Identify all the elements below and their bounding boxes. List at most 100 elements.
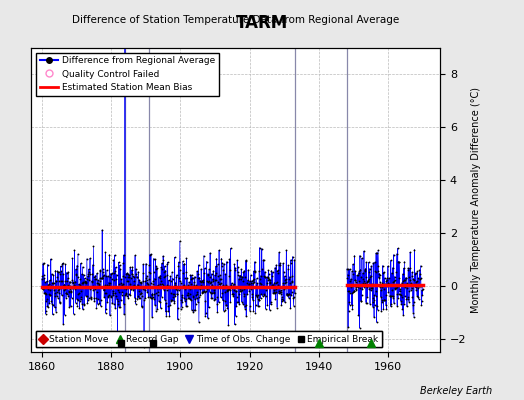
Point	[362, 274, 370, 280]
Point	[185, 286, 194, 292]
Point	[356, 285, 364, 291]
Point	[105, 274, 114, 280]
Point	[217, 255, 225, 262]
Point	[168, 297, 177, 304]
Point	[156, 272, 165, 279]
Point	[86, 255, 94, 262]
Point	[373, 307, 381, 313]
Point	[222, 282, 230, 288]
Point	[387, 257, 395, 264]
Point	[363, 294, 372, 300]
Point	[380, 275, 389, 281]
Point	[109, 257, 117, 264]
Point	[67, 303, 75, 310]
Point	[234, 264, 242, 271]
Point	[238, 287, 247, 294]
Point	[232, 303, 241, 310]
Point	[159, 282, 167, 288]
Point	[412, 269, 420, 276]
Point	[181, 286, 190, 292]
Point	[384, 289, 392, 295]
Point	[239, 301, 247, 307]
Point	[383, 306, 391, 312]
Point	[244, 267, 253, 273]
Point	[222, 302, 230, 308]
Point	[52, 292, 61, 299]
Point	[46, 292, 54, 298]
Point	[97, 275, 105, 282]
Point	[58, 292, 66, 298]
Point	[85, 277, 94, 283]
Point	[99, 273, 107, 280]
Point	[384, 263, 392, 269]
Point	[397, 282, 406, 289]
Point	[78, 271, 86, 277]
Point	[168, 284, 176, 290]
Point	[143, 288, 151, 295]
Point	[272, 289, 280, 296]
Point	[283, 292, 292, 298]
Point	[121, 32, 129, 38]
Point	[205, 289, 214, 295]
Point	[234, 299, 243, 306]
Point	[157, 264, 165, 270]
Point	[353, 282, 362, 288]
Point	[110, 277, 118, 283]
Point	[219, 282, 227, 288]
Point	[204, 304, 213, 311]
Point	[277, 287, 285, 293]
Point	[237, 288, 245, 294]
Point	[401, 274, 410, 281]
Point	[241, 293, 249, 299]
Point	[350, 287, 358, 294]
Point	[130, 295, 139, 301]
Point	[227, 280, 236, 286]
Point	[129, 287, 137, 294]
Point	[367, 281, 376, 287]
Point	[231, 321, 239, 328]
Point	[154, 282, 162, 288]
Point	[188, 307, 196, 313]
Point	[198, 278, 206, 284]
Point	[391, 286, 399, 292]
Point	[144, 281, 152, 288]
Point	[47, 256, 55, 262]
Point	[243, 280, 251, 286]
Point	[160, 268, 168, 275]
Point	[373, 250, 381, 256]
Point	[350, 288, 358, 294]
Point	[65, 304, 73, 310]
Point	[399, 270, 407, 277]
Point	[60, 287, 68, 294]
Point	[212, 263, 220, 270]
Text: Berkeley Earth: Berkeley Earth	[420, 386, 493, 396]
Point	[69, 284, 78, 290]
Point	[413, 285, 422, 292]
Point	[119, 260, 127, 266]
Point	[187, 281, 195, 288]
Point	[401, 282, 410, 288]
Point	[214, 284, 222, 290]
Point	[378, 280, 387, 286]
Point	[97, 296, 105, 303]
Point	[164, 303, 172, 309]
Point	[155, 298, 163, 305]
Point	[265, 276, 273, 282]
Point	[391, 285, 400, 291]
Point	[148, 294, 157, 300]
Point	[375, 274, 383, 280]
Point	[284, 266, 292, 272]
Point	[395, 258, 403, 265]
Point	[229, 291, 237, 297]
Point	[57, 263, 65, 269]
Point	[264, 277, 272, 284]
Point	[375, 270, 384, 277]
Point	[127, 286, 136, 292]
Point	[203, 278, 211, 284]
Point	[410, 314, 418, 320]
Point	[283, 291, 292, 297]
Point	[178, 292, 187, 298]
Point	[64, 293, 73, 299]
Point	[96, 303, 105, 309]
Point	[213, 294, 221, 300]
